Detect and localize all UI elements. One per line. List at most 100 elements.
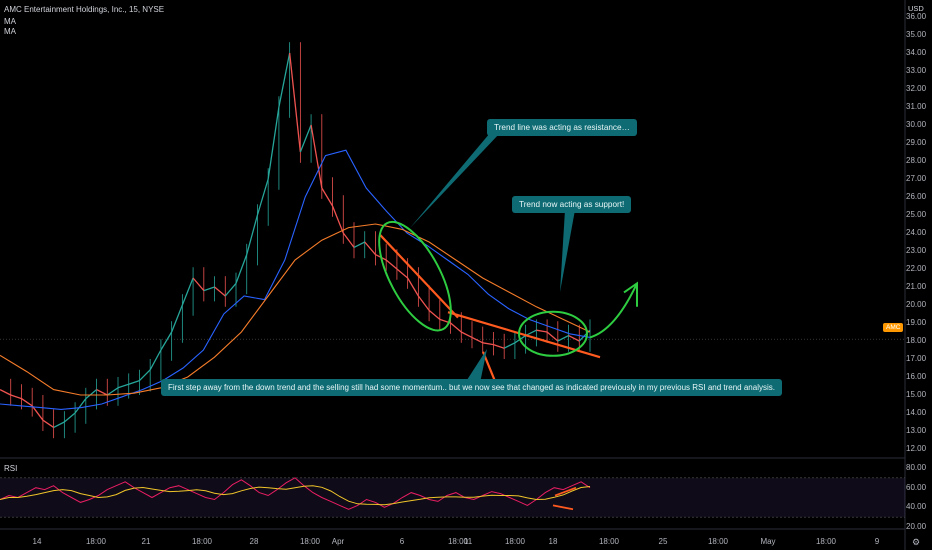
price-axis-label: 19.00 [906,318,927,327]
price-segment [53,421,65,428]
time-axis-label: 28 [249,537,259,546]
price-axis-label: 34.00 [906,48,927,57]
rsi-axis-label: 80.00 [906,463,927,472]
price-axis-label: 24.00 [906,228,927,237]
price-segment [42,419,54,428]
price-segment [396,268,409,279]
price-segment [224,282,237,297]
callout-support[interactable]: Trend now acting as support! [512,196,632,213]
drawings-layer[interactable] [365,133,638,387]
price-axis-label: 23.00 [906,246,927,255]
price-axis-label: 30.00 [906,120,927,129]
rsi-axis-label: 60.00 [906,482,927,492]
price-axis-label: 13.00 [906,426,927,435]
price-axis-label: 27.00 [906,174,927,183]
callout-bottom[interactable]: First step away from the down trend and … [161,379,782,396]
price-segment [342,232,355,248]
price-segment [417,295,430,311]
price-segment [353,241,366,248]
time-axis-label: 18:00 [815,537,837,546]
price-axis-label: 17.00 [906,354,927,363]
price-segment [214,286,226,297]
price-axis-label: 33.00 [906,66,927,75]
price-segment [0,389,12,396]
price-series [0,42,591,439]
settings-gear-icon[interactable]: ⚙ [912,537,921,547]
ma-legend-1[interactable]: MA [4,17,16,26]
symbol-title: AMC Entertainment Holdings, Inc., 15, NY… [4,5,165,14]
price-segment [85,389,97,400]
price-segment [31,405,44,421]
price-segment [503,342,516,349]
price-segment [321,187,334,207]
trendline-upper [379,234,459,319]
price-axis-label: 22.00 [906,264,927,273]
price-axis-label: 36.00 [906,12,927,21]
price-segment [96,389,108,396]
time-axis-label: 9 [874,537,880,546]
time-axis-label: 18:00 [504,537,526,546]
ma-fast-series [0,149,591,410]
price-axis-label: 20.00 [906,300,927,309]
time-axis-label: 6 [399,537,405,546]
price-axis-label: 16.00 [906,372,927,381]
price-axis-label: 21.00 [906,282,927,291]
callout-resistance[interactable]: Trend line was acting as resistance… [487,119,637,136]
callout-bottom-pointer [465,349,487,383]
time-axis-label: Apr [331,537,345,546]
rsi-label[interactable]: RSI [4,464,18,473]
price-axis-label: 18.00 [906,336,927,345]
price-segment [117,383,129,389]
price-axis-label: 35.00 [906,30,927,39]
time-axis-label: May [760,537,776,546]
up-arrow-path [589,282,638,339]
price-segment [160,331,173,351]
price-segment [278,52,291,108]
price-segment [74,398,87,414]
ma-fast-line [0,149,591,410]
price-segment [138,369,151,382]
price-segment [203,286,215,292]
price-segment [149,349,162,371]
rsi-axis-label: 40.00 [906,502,927,512]
price-segment [63,412,76,423]
ma-slow-line [0,223,591,396]
price-segment [331,205,344,234]
price-segment [288,52,302,153]
ma-slow-series [0,223,591,396]
price-segment [267,106,280,180]
price-segment [299,124,312,153]
rsi-axis-label: 20.00 [906,522,927,531]
price-segment [310,124,323,189]
price-segment [385,259,398,270]
up-arrow-head [623,281,638,307]
price-segment [460,331,473,338]
price-axis-label: 12.00 [906,444,927,453]
current-price-tag: AMC [883,323,904,332]
price-axis-label: 26.00 [906,192,927,201]
time-axis-label: 18:00 [191,537,213,546]
price-segment [407,277,419,297]
price-segment [235,254,248,284]
time-axis-label: 21 [141,537,151,546]
price-axis-label: 28.00 [906,156,927,165]
price-segment [482,342,494,346]
time-axis-label: 14 [32,537,42,546]
ma-legend-2[interactable]: MA [4,27,16,36]
price-segment [181,277,194,306]
time-axis-label: 18:00 [707,537,729,546]
circle-resistance [378,220,452,332]
price-grid [0,0,906,550]
price-segment [128,379,140,385]
time-axis-label: 18:00 [85,537,107,546]
price-axis-label: 14.00 [906,408,927,417]
price-segment [568,335,580,342]
price-segment [578,329,591,342]
price-segment [256,178,269,216]
price-segment [246,214,259,255]
price-segment [546,331,559,342]
time-axis-label: 18:00 [447,537,469,546]
rsi-line [0,477,591,510]
time-axis-label: 25 [658,537,668,546]
